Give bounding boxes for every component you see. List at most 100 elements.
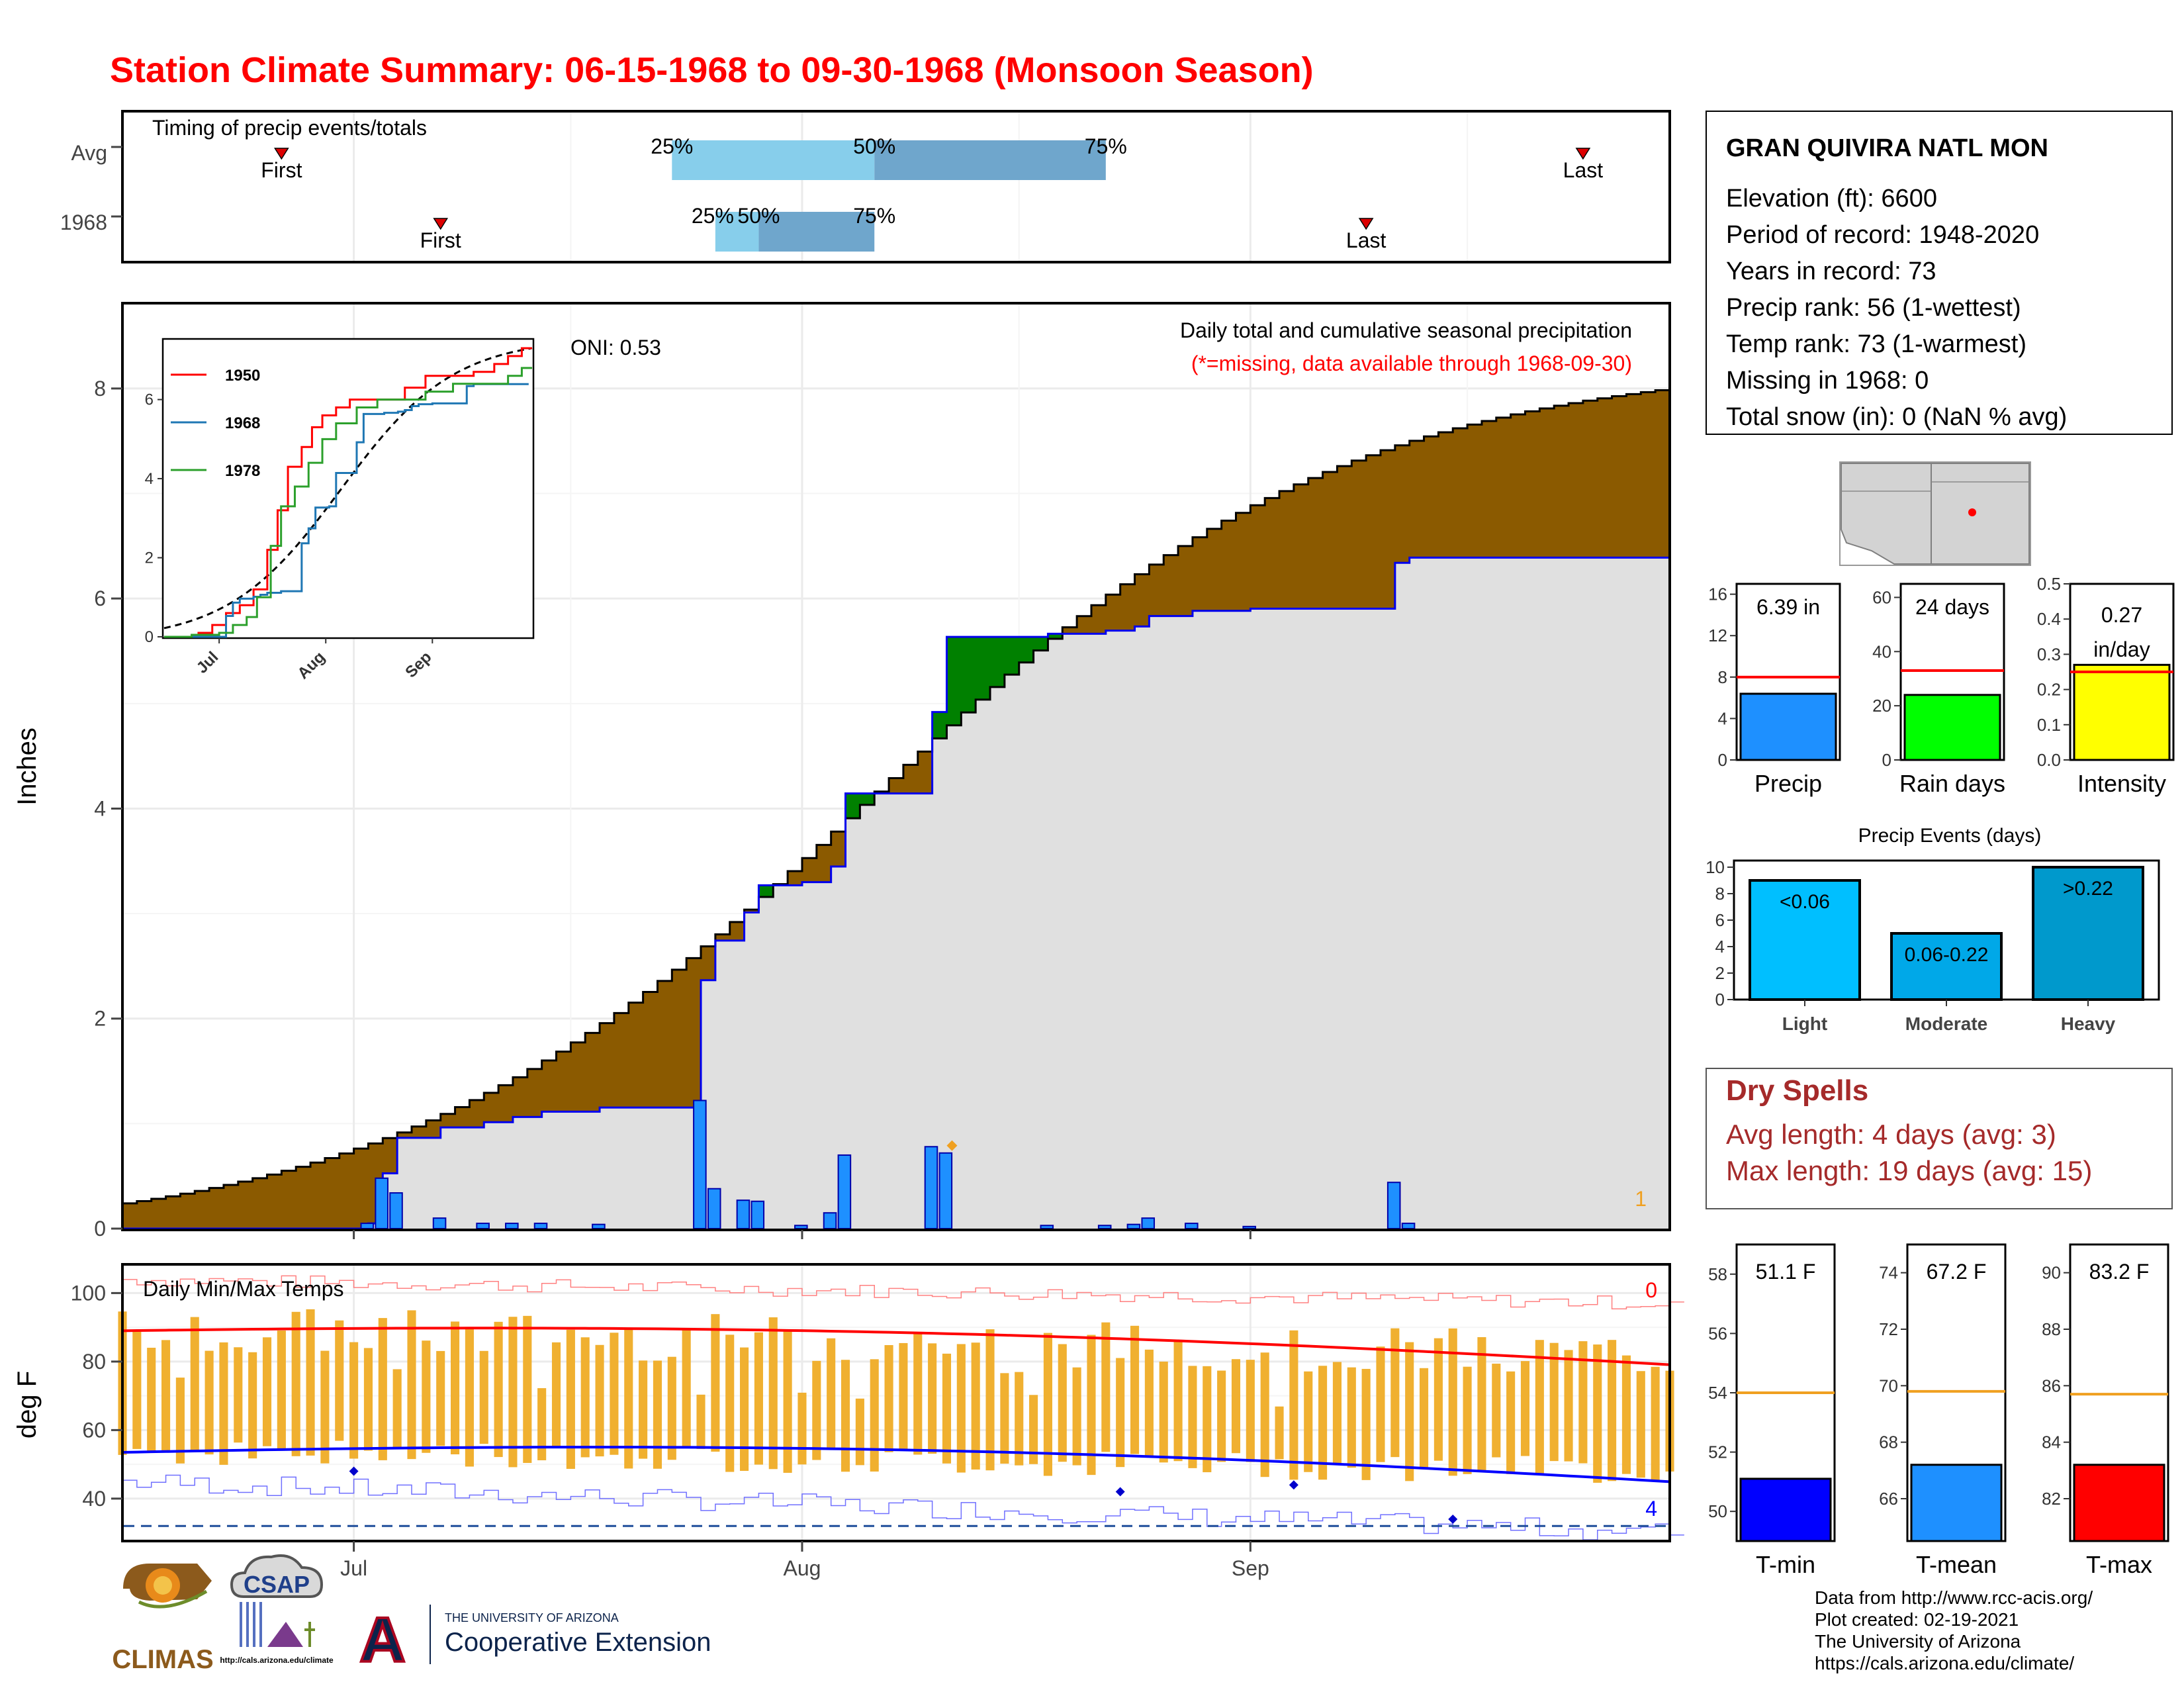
daily-temp-bar [610,1333,619,1455]
timing-bar-50-75 [874,140,1106,180]
daily-temp-bar [956,1344,966,1473]
precip-y-tick-label: 4 [94,796,106,820]
daily-temp-bar [740,1347,749,1472]
temps-panel-frame [121,1263,1671,1542]
summary-y-tick-label: 40 [1872,641,1891,661]
station-snow: Total snow (in): 0 (NaN % avg) [1726,403,2067,431]
ua-name: THE UNIVERSITY OF ARIZONA [445,1611,619,1624]
daily-temp-bar [768,1317,778,1470]
events-y-tick-label: 10 [1706,857,1725,877]
timing-row-label-year: 1968 [60,211,107,234]
timing-bar-25-50 [672,140,875,180]
summary-y-tick-label: 8 [1718,667,1727,687]
daily-max-marker [946,1140,958,1151]
daily-precip-bar [938,1152,953,1230]
daily-precip-bar [823,1212,837,1230]
temp-summary-y-tick-label: 50 [1708,1501,1727,1521]
year-cumulative-area [122,557,1670,1229]
average-min-line [122,1446,1670,1483]
record-low-marker [349,1466,359,1476]
events-y-tick-label: 0 [1715,990,1725,1009]
daily-temp-bar [508,1317,518,1468]
daily-temp-bar [580,1337,590,1458]
daily-temp-bar [1173,1341,1183,1462]
temp-summary-value-label: 67.2 F [1927,1260,1987,1284]
precip-event-value-label: >0.22 [2063,878,2113,900]
daily-temp-bar [363,1348,373,1451]
timing-pct-label: 50% [737,204,780,228]
daily-temp-bar [1217,1370,1226,1462]
daily-precip-bar [1097,1225,1112,1230]
daily-precip-bar [1185,1223,1199,1230]
summary-category-label: Intensity [2077,770,2166,797]
events-y-tick-label: 4 [1715,937,1725,957]
cold-days-count: 4 [1645,1497,1657,1521]
daily-temp-bar [205,1350,214,1455]
average-max-line [122,1327,1670,1366]
daily-temp-bar [291,1311,300,1456]
summary-bar [1739,692,1837,761]
precip-plot [122,388,1671,1230]
state-outlines [1841,463,2030,565]
daily-temp-bar [1608,1340,1617,1481]
daily-temp-bar [349,1342,359,1459]
timing-pct-label: 25% [692,204,734,228]
timing-event-marker [274,148,289,160]
precip-event-value-label: <0.06 [1780,891,1830,913]
daily-temp-bar [1477,1337,1486,1472]
inset-series-line [164,347,532,638]
daily-temp-bar [913,1333,923,1455]
daily-temp-bar [320,1350,330,1464]
daily-temp-bar [1000,1373,1009,1464]
events-y-tick-label: 6 [1715,910,1725,930]
daily-temp-bar [1275,1406,1284,1460]
record-high-line [122,1275,1684,1309]
precip-event-value-label: 0.06-0.22 [1905,944,1989,966]
summary-bar [1903,694,2001,761]
daily-precip-bar [1401,1223,1416,1230]
timing-event-marker [1575,148,1591,160]
timing-event-label: First [261,158,302,182]
summary-y-tick-label: 0 [1882,750,1891,770]
daily-precip-bar [375,1177,388,1229]
summary-y-tick-label: 20 [1872,696,1891,716]
precip-event-bar [2032,866,2144,1001]
timing-bar-25-50 [715,212,759,252]
temp-summary-category-label: T-min [1756,1551,1815,1578]
station-elevation: Elevation (ft): 6600 [1726,185,1937,212]
daily-temp-bar [219,1342,228,1465]
daily-temp-bar [1231,1359,1241,1454]
summary-y-tick-label: 60 [1872,587,1891,607]
daily-temp-bar [147,1347,156,1452]
daily-temp-bar [1535,1340,1544,1474]
daily-temp-bar [1463,1366,1472,1474]
temp-summary-y-tick-label: 72 [1879,1319,1898,1339]
daily-precip-bar [1242,1225,1256,1229]
temp-summary-bar [1739,1477,1832,1542]
station-location-dot [1968,508,1976,516]
summary-y-tick-label: 0.2 [2037,680,2061,700]
summary-value-label: 0.27 [2101,603,2142,627]
daily-temp-bar [277,1330,286,1450]
daily-temp-bar [1260,1352,1269,1477]
summary-y-tick-label: 12 [1708,626,1727,645]
daily-temp-bar [1203,1366,1212,1473]
events-y-tick-label: 2 [1715,963,1725,983]
temp-summary-y-tick-label: 90 [2042,1263,2061,1283]
summary-value-label: 6.39 in [1756,595,1820,619]
x-tick-label: Aug [784,1556,821,1580]
daily-temp-bar [696,1394,705,1449]
footer-plot-created: Plot created: 02-19-2021 [1815,1609,2019,1630]
daily-temp-bar [1043,1333,1052,1476]
daily-temp-bar [1347,1367,1356,1468]
daily-temp-bar [1101,1322,1111,1452]
daily-temp-bar [595,1344,604,1457]
timing-bars [672,140,1106,252]
daily-temp-bar [1332,1362,1342,1464]
daily-temp-bar [1549,1342,1559,1462]
temps-y-tick-label: 100 [71,1281,106,1305]
daily-temp-bar [132,1331,142,1449]
daily-temp-bar [1304,1371,1313,1472]
